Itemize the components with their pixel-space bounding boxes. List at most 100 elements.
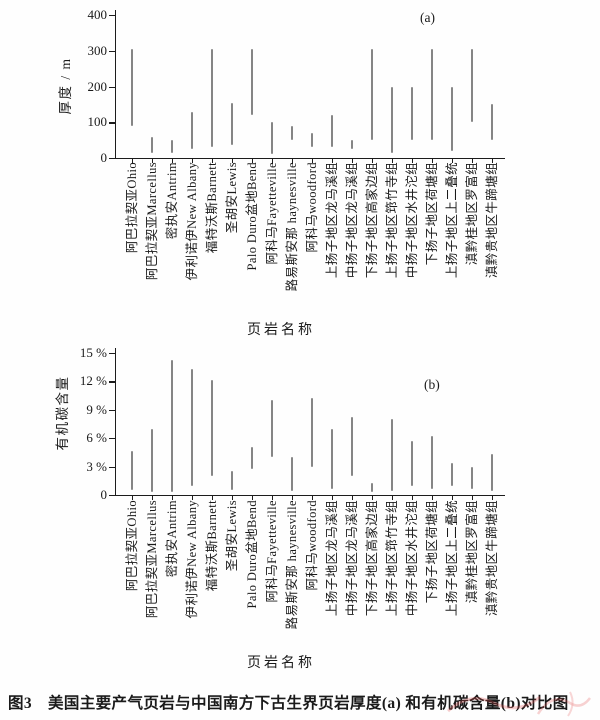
x-axis-tick	[352, 159, 354, 164]
category-label: 福特沃斯Barnett	[205, 500, 219, 592]
category-label: 上扬子地区上二叠统	[445, 500, 459, 617]
range-bar	[151, 136, 153, 153]
category-label: 密执安Antrim	[165, 162, 179, 240]
range-bar	[231, 102, 233, 146]
range-bar	[411, 441, 413, 486]
range-bar	[211, 48, 213, 148]
range-bar	[251, 48, 253, 116]
y-tick-label: 0	[100, 150, 108, 165]
range-bar	[231, 471, 233, 491]
range-bar	[351, 140, 353, 150]
category-label: 阿巴拉契亚Ohio	[125, 162, 139, 254]
category-label: Palo Duro盆地Bend	[245, 500, 259, 609]
category-label: Palo Duro盆地Bend	[245, 162, 259, 271]
category-label: 福特沃斯Barnett	[205, 162, 219, 254]
category-label: 下扬子地区荷塘组	[425, 500, 439, 604]
y-axis-title: 有机碳含量	[55, 375, 70, 451]
y-axis-tick	[109, 495, 115, 497]
category-label: 阿巴拉契亚Marcellus	[145, 500, 159, 619]
x-axis-tick	[132, 159, 134, 164]
category-label: 阿科马woodford	[305, 500, 319, 591]
category-label: 上扬子地区筇竹寺组	[385, 162, 399, 279]
x-axis-tick	[472, 496, 474, 501]
category-label: 滇黔桂地区罗富组	[465, 500, 479, 604]
x-axis-tick	[212, 159, 214, 164]
y-axis-tick	[109, 86, 115, 88]
range-bar	[271, 122, 273, 155]
category-label: 伊利诺伊New Albany	[185, 500, 199, 619]
category-label: 路易斯安那 haynesville	[285, 500, 299, 630]
x-axis-tick	[492, 496, 494, 501]
category-label: 中扬子地区龙马溪组	[345, 162, 359, 279]
range-bar	[451, 462, 453, 486]
category-label: 路易斯安那 haynesville	[285, 162, 299, 292]
y-axis-tick	[109, 122, 115, 124]
y-tick-label: 0	[100, 487, 108, 502]
x-axis-tick	[272, 159, 274, 164]
x-axis-tick	[292, 496, 294, 501]
y-tick-label: 12 %	[79, 373, 107, 389]
x-axis-tick	[152, 496, 154, 501]
category-label: 阿科马Fayetteville	[265, 500, 279, 603]
x-axis-tick	[412, 159, 414, 164]
x-axis-tick	[432, 159, 434, 164]
category-label: 伊利诺伊New Albany	[185, 162, 199, 281]
range-bar	[291, 125, 293, 141]
range-bar	[351, 417, 353, 477]
y-tick-label: 15 %	[79, 345, 107, 360]
range-bar	[211, 379, 213, 477]
x-axis-line	[115, 495, 505, 497]
category-label: 圣胡安Lewis	[225, 500, 239, 572]
y-axis-tick	[109, 15, 115, 17]
range-bar	[431, 436, 433, 490]
range-bar	[451, 86, 453, 151]
x-axis-tick	[452, 496, 454, 501]
category-label: 下扬子地区高家边组	[365, 162, 379, 279]
x-axis-tick	[192, 496, 194, 501]
x-axis-tick	[332, 496, 334, 501]
x-axis-tick	[172, 496, 174, 501]
range-bar	[171, 359, 173, 493]
category-label: 下扬子地区荷塘组	[425, 162, 439, 266]
range-bar	[171, 140, 173, 153]
x-axis-title: 页岩名称	[247, 323, 315, 338]
x-axis-tick	[252, 159, 254, 164]
range-bar	[471, 466, 473, 490]
range-bar	[191, 111, 193, 150]
x-axis-tick	[152, 159, 154, 164]
range-bar	[371, 48, 373, 141]
y-axis-tick	[109, 158, 115, 160]
category-label: 滇黔桂地区罗富组	[465, 162, 479, 266]
x-axis-tick	[332, 159, 334, 164]
y-axis-tick	[109, 438, 115, 440]
x-axis-tick	[292, 159, 294, 164]
category-label: 阿科马woodford	[305, 162, 319, 253]
y-axis-line	[115, 348, 117, 496]
x-axis-tick	[272, 496, 274, 501]
x-axis-line	[115, 158, 505, 160]
y-tick-label: 100	[87, 114, 108, 130]
range-bar	[271, 400, 273, 458]
x-axis-tick	[132, 496, 134, 501]
range-bar	[291, 457, 293, 492]
range-bar	[131, 48, 133, 126]
x-axis-tick	[172, 159, 174, 164]
y-axis-tick	[109, 50, 115, 53]
range-bar	[411, 86, 413, 141]
range-bar	[391, 419, 393, 492]
range-bar	[151, 428, 153, 493]
x-axis-tick	[392, 159, 394, 164]
y-tick-label: 6 %	[86, 430, 107, 446]
x-axis-tick	[232, 159, 234, 164]
category-label: 上扬子地区筇竹寺组	[385, 500, 399, 617]
category-label: 中扬子地区龙马溪组	[345, 500, 359, 617]
range-bar	[371, 482, 373, 493]
category-label: 上扬子地区龙马溪组	[325, 500, 339, 617]
red-watermark-icon	[446, 691, 591, 717]
panel-label: (b)	[424, 377, 440, 392]
range-bar	[491, 104, 493, 141]
y-tick-label: 300	[87, 42, 108, 58]
y-axis-tick	[109, 409, 115, 412]
x-axis-tick	[252, 496, 254, 501]
y-tick-label: 400	[87, 7, 108, 22]
